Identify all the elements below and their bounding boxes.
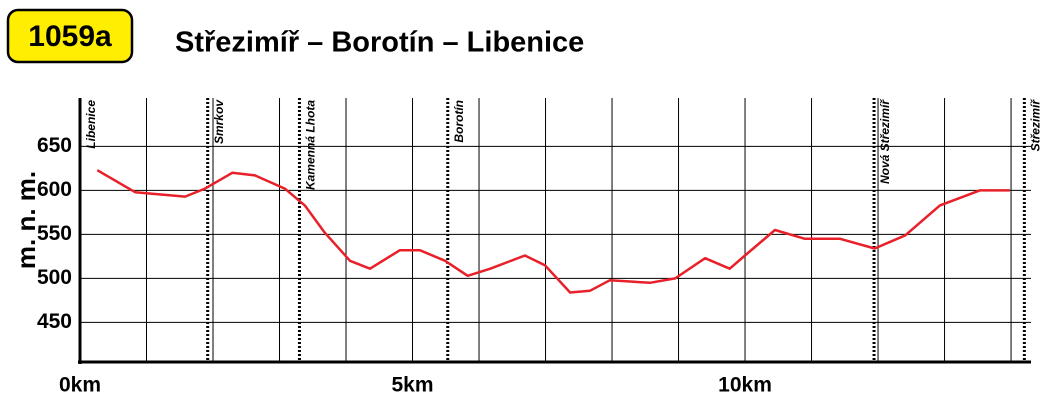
y-tick-label: 500 bbox=[37, 266, 72, 289]
x-tick-label: 0km bbox=[59, 374, 101, 397]
y-tick-label: 600 bbox=[37, 178, 72, 201]
y-axis-label: m. n. m. bbox=[11, 171, 41, 269]
chart-title: Střezimíř – Borotín – Libenice bbox=[175, 27, 584, 59]
badge: 1059a bbox=[28, 20, 112, 53]
stop-label: Kamenná Lhota bbox=[304, 100, 318, 190]
stop-label: Střezimíř bbox=[1029, 99, 1043, 152]
stop-label: Nová Střezimíř bbox=[878, 99, 892, 184]
stop-label: Smrkov bbox=[212, 99, 226, 144]
stop-label: Libenice bbox=[84, 100, 98, 149]
stop-label: Borotín bbox=[452, 100, 466, 143]
y-tick-label: 550 bbox=[37, 222, 72, 245]
elevation-line bbox=[96, 169, 1010, 294]
y-tick-label: 450 bbox=[37, 310, 72, 333]
x-tick-label: 10km bbox=[718, 374, 772, 397]
y-tick-label: 650 bbox=[37, 134, 72, 157]
badge-box bbox=[6, 8, 134, 64]
x-tick-label: 5km bbox=[392, 374, 434, 397]
